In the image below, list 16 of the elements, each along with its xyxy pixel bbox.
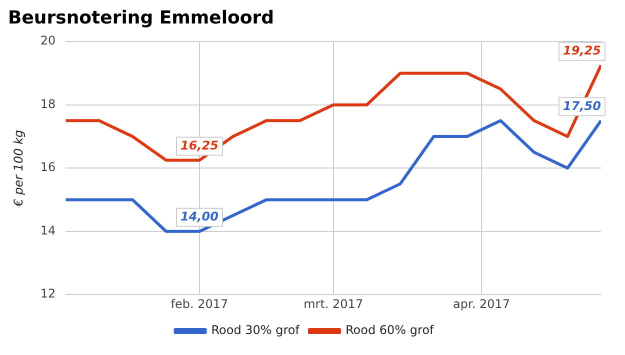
y-axis-title: € per 100 kg xyxy=(11,129,26,208)
y-tick-label: 20 xyxy=(40,34,56,48)
y-tick-label: 16 xyxy=(40,160,56,174)
y-tick-label: 14 xyxy=(40,223,56,238)
x-tick-label: feb. 2017 xyxy=(170,296,228,311)
y-tick-label: 18 xyxy=(40,96,56,111)
legend-label: Rood 30% grof xyxy=(211,323,300,338)
y-tick-label: 12 xyxy=(40,286,56,301)
x-tick-label: mrt. 2017 xyxy=(304,296,364,311)
data-label: 14,00 xyxy=(180,209,218,224)
legend-label: Rood 60% grof xyxy=(346,323,435,338)
chart-title: Beursnotering Emmeloord xyxy=(8,7,274,28)
x-tick-label: apr. 2017 xyxy=(453,296,510,311)
data-label: 16,25 xyxy=(180,138,218,152)
data-label: 17,50 xyxy=(563,98,602,113)
data-label: 19,25 xyxy=(563,43,602,58)
